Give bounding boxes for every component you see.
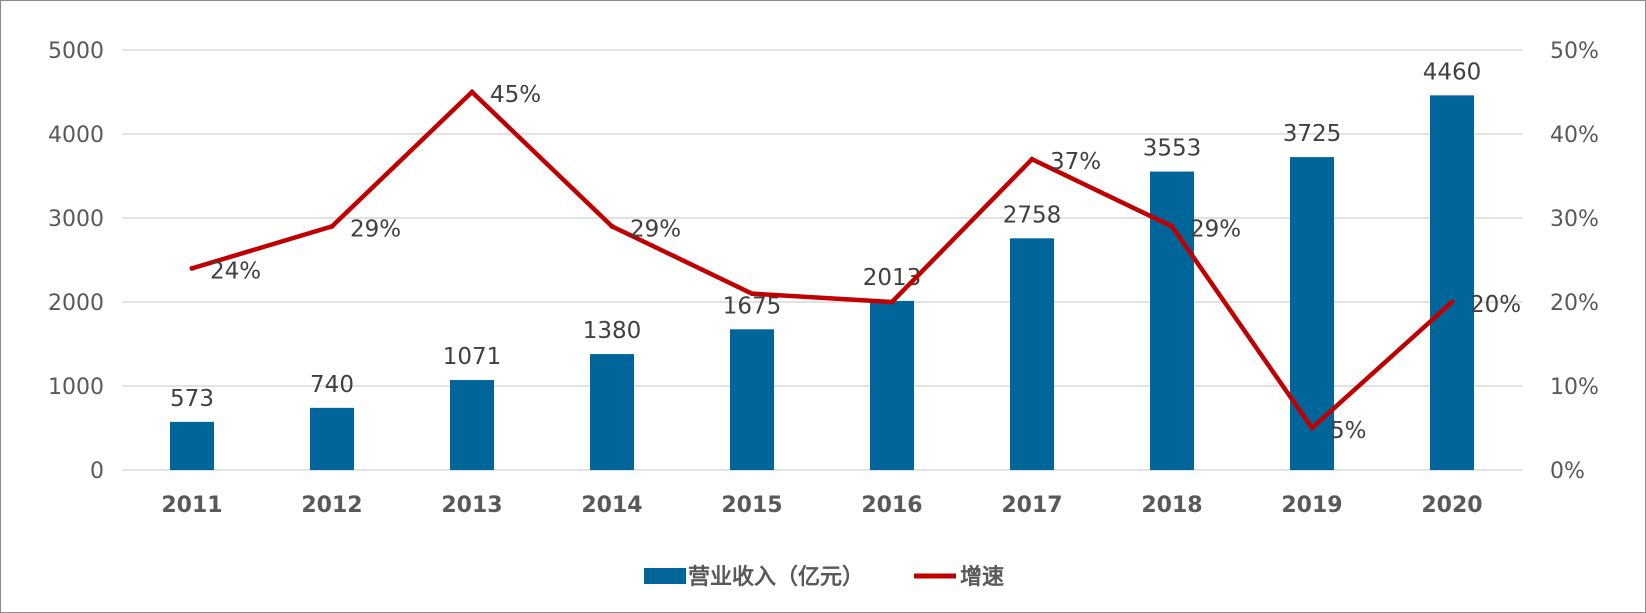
line-point bbox=[1449, 299, 1455, 305]
bar-data-label: 1675 bbox=[723, 293, 782, 319]
bar bbox=[1290, 157, 1334, 470]
category-label: 2012 bbox=[301, 493, 362, 518]
left-axis-tick-label: 5000 bbox=[48, 39, 104, 64]
category-label: 2015 bbox=[721, 493, 782, 518]
left-axis-tick-label: 3000 bbox=[48, 207, 104, 232]
bar-data-label: 1071 bbox=[443, 344, 502, 370]
category-label: 2020 bbox=[1421, 493, 1482, 518]
bar-data-label: 1380 bbox=[583, 318, 642, 344]
bar-data-labels: 573 740 1071 1380 1675 2013 2758 3553 3725 4460 bbox=[170, 59, 1481, 412]
line-point bbox=[609, 223, 615, 229]
bar-data-label: 573 bbox=[170, 386, 214, 412]
right-axis-tick-label: 50% bbox=[1550, 39, 1599, 64]
line-point bbox=[749, 291, 755, 297]
bar-data-label: 3725 bbox=[1283, 121, 1342, 147]
line-point bbox=[1169, 223, 1175, 229]
bar-data-label: 2013 bbox=[863, 265, 922, 291]
category-label: 2019 bbox=[1281, 493, 1342, 518]
bar bbox=[310, 407, 354, 470]
right-axis-tick-label: 20% bbox=[1550, 291, 1599, 316]
left-axis-tick-label: 2000 bbox=[48, 291, 104, 316]
line-point bbox=[1029, 156, 1035, 162]
bar-data-label: 4460 bbox=[1423, 59, 1482, 85]
line-data-label: 29% bbox=[350, 216, 401, 242]
right-axis-tick-label: 30% bbox=[1550, 207, 1599, 232]
bar bbox=[450, 380, 494, 470]
legend-swatch-bar bbox=[644, 568, 686, 584]
category-axis-labels: 2011 2012 2013 2014 2015 2016 2017 2018 2019 2020 bbox=[161, 493, 1482, 518]
growth-line bbox=[191, 88, 1454, 432]
line-data-label: 37% bbox=[1050, 149, 1101, 175]
line-data-label: 24% bbox=[210, 258, 261, 284]
line-data-label: 29% bbox=[1190, 216, 1241, 242]
right-axis-tick-label: 40% bbox=[1550, 123, 1599, 148]
bar bbox=[730, 329, 774, 470]
category-label: 2011 bbox=[161, 493, 222, 518]
line-point bbox=[329, 223, 335, 229]
bar bbox=[1150, 171, 1194, 470]
left-axis-tick-label: 1000 bbox=[48, 375, 104, 400]
category-label: 2016 bbox=[861, 493, 922, 518]
bar-data-label: 740 bbox=[310, 372, 354, 398]
line-point bbox=[1309, 425, 1315, 431]
line-data-labels: 24% 29% 45% 29% 37% 29% 5% 20% bbox=[210, 82, 1521, 444]
category-label: 2013 bbox=[441, 493, 502, 518]
legend-label-bar: 营业收入（亿元） bbox=[688, 564, 864, 590]
left-axis-tick-label: 4000 bbox=[48, 123, 104, 148]
bar bbox=[1430, 95, 1474, 471]
left-axis-tick-label: 0 bbox=[90, 459, 104, 484]
right-axis-tick-label: 10% bbox=[1550, 375, 1599, 400]
line-data-label: 20% bbox=[1470, 292, 1521, 318]
line-data-label: 45% bbox=[490, 82, 541, 108]
bar bbox=[170, 421, 214, 470]
line-data-label: 29% bbox=[630, 216, 681, 242]
legend: 营业收入（亿元） 增速 bbox=[644, 564, 1004, 590]
category-label: 2018 bbox=[1141, 493, 1202, 518]
bar-data-label: 3553 bbox=[1143, 136, 1202, 162]
gridlines bbox=[122, 49, 1522, 471]
category-label: 2014 bbox=[581, 493, 642, 518]
right-axis-tick-label: 0% bbox=[1550, 459, 1585, 484]
category-label: 2017 bbox=[1001, 493, 1062, 518]
line-point bbox=[469, 89, 475, 95]
line-data-label: 5% bbox=[1330, 418, 1367, 444]
right-axis-ticks: 0% 10% 20% 30% 40% 50% bbox=[1550, 39, 1599, 484]
bar bbox=[1010, 238, 1054, 470]
line-point bbox=[889, 299, 895, 305]
left-axis-ticks: 0 1000 2000 3000 4000 5000 bbox=[48, 39, 104, 484]
bar bbox=[590, 354, 634, 470]
bar-data-label: 2758 bbox=[1003, 202, 1062, 228]
bar-series bbox=[170, 95, 1474, 471]
legend-label-line: 增速 bbox=[960, 564, 1004, 590]
bar bbox=[870, 300, 914, 470]
line-series bbox=[189, 88, 1455, 432]
line-point bbox=[189, 265, 195, 271]
